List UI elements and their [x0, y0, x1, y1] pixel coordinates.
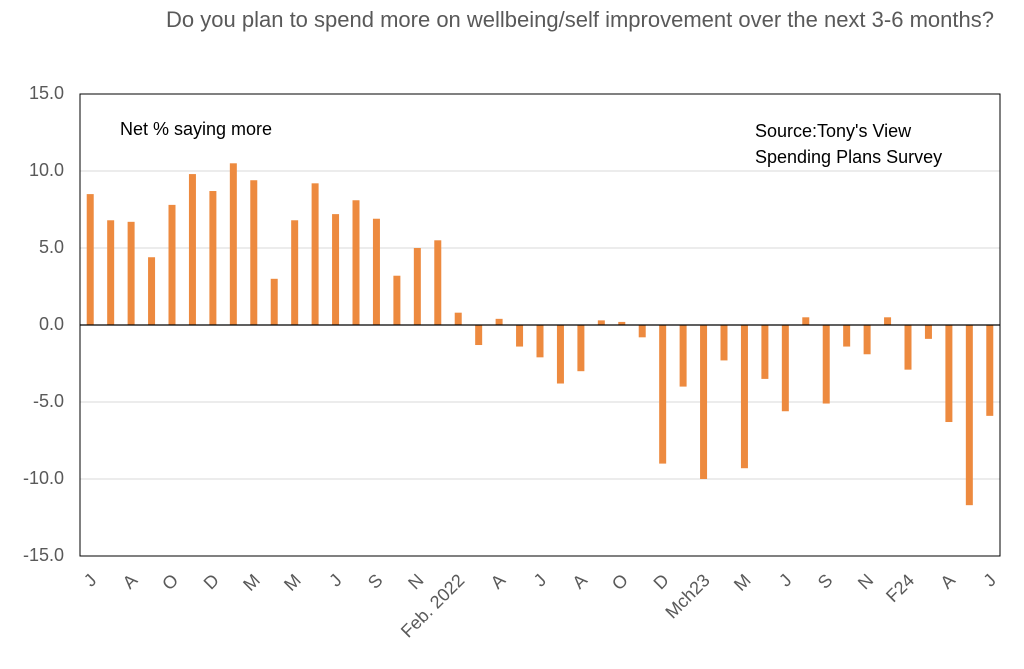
bar [454, 312, 462, 325]
bar [965, 325, 973, 506]
chart-title: Do you plan to spend more on wellbeing/s… [166, 7, 994, 32]
y-tick-label: -5.0 [33, 391, 64, 411]
annotation: Net % saying more [120, 119, 273, 139]
bar [148, 257, 156, 325]
x-tick-label: M [239, 570, 264, 595]
bar [495, 318, 503, 325]
bar [781, 325, 789, 412]
bar [516, 325, 524, 347]
x-tick-label: J [775, 570, 796, 591]
bar [863, 325, 871, 355]
annotation: Source:Tony's View Spending Plans Survey [755, 121, 943, 167]
bar [127, 221, 135, 325]
x-tick-label: J [80, 570, 101, 591]
bar [700, 325, 708, 479]
x-tick-label: Mch23 [661, 570, 713, 622]
x-tick-label: J [979, 570, 1000, 591]
x-tick-label: M [730, 570, 755, 595]
bar [638, 325, 646, 338]
x-tick-label: O [158, 570, 182, 594]
x-tick-label: A [487, 570, 510, 593]
y-tick-label: 10.0 [29, 160, 64, 180]
bar [740, 325, 748, 469]
bar [475, 325, 483, 346]
y-tick-label: 5.0 [39, 237, 64, 257]
bar [924, 325, 932, 339]
bar [802, 317, 810, 325]
x-tick-label: A [568, 570, 591, 593]
bar [884, 317, 892, 325]
bar [311, 183, 319, 325]
x-tick-label: D [200, 570, 223, 593]
x-tick-label: J [530, 570, 551, 591]
x-tick-label: S [814, 570, 837, 593]
bar [986, 325, 994, 416]
x-tick-label: M [280, 570, 305, 595]
bar [556, 325, 564, 384]
y-tick-label: -15.0 [23, 545, 64, 565]
x-tick-label: J [325, 570, 346, 591]
bar [434, 240, 442, 325]
x-tick-label: F24 [882, 570, 918, 606]
bar [577, 325, 585, 372]
bar [270, 278, 278, 325]
bar [250, 180, 258, 325]
bar [86, 194, 94, 325]
bar [822, 325, 830, 404]
bar [413, 248, 421, 325]
bar [536, 325, 544, 358]
bar [720, 325, 728, 361]
bar [904, 325, 912, 370]
bar [761, 325, 769, 379]
y-tick-label: -10.0 [23, 468, 64, 488]
bar [229, 163, 237, 325]
bar [393, 275, 401, 325]
x-tick-label: N [854, 570, 877, 593]
x-tick-label: A [119, 570, 142, 593]
bar [291, 220, 299, 325]
bar [618, 321, 626, 325]
bar [332, 214, 340, 325]
x-tick-label: O [608, 570, 632, 594]
bar [209, 191, 217, 325]
bar [352, 200, 360, 325]
bar [843, 325, 851, 347]
bar [679, 325, 687, 387]
bar [945, 325, 953, 423]
bar [597, 320, 605, 325]
x-tick-label: N [404, 570, 427, 593]
bar [372, 218, 380, 325]
bar [168, 204, 176, 325]
x-tick-label: A [936, 570, 959, 593]
bar [188, 174, 196, 325]
x-tick-label: D [650, 570, 673, 593]
bar [659, 325, 667, 464]
x-tick-label: S [364, 570, 387, 593]
y-tick-label: 0.0 [39, 314, 64, 334]
y-tick-label: 15.0 [29, 83, 64, 103]
bar [107, 220, 115, 325]
